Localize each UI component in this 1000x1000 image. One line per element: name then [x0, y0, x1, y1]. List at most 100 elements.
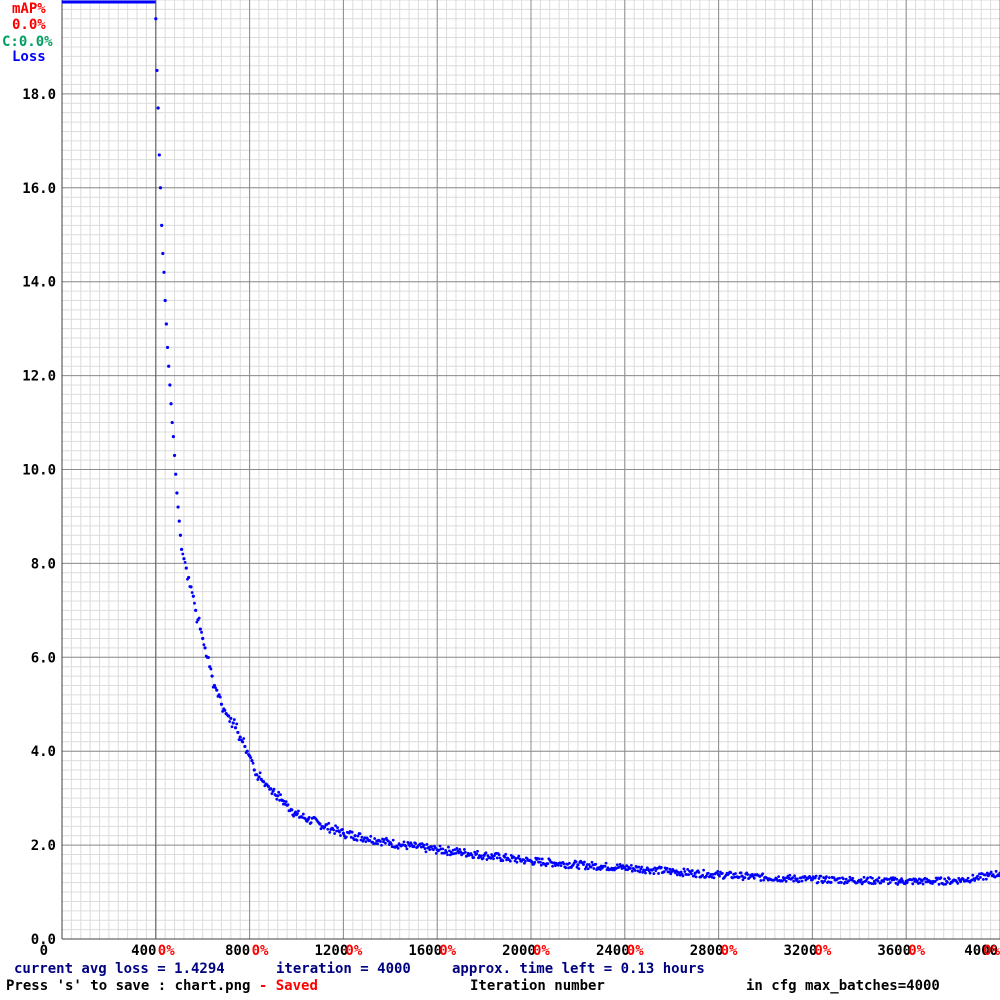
loss-point [637, 865, 641, 869]
loss-point [240, 740, 245, 744]
loss-point [920, 879, 924, 883]
loss-point [564, 866, 568, 870]
loss-point [229, 716, 233, 720]
loss-point [606, 866, 610, 870]
loss-point [862, 875, 866, 879]
loss-point [629, 866, 632, 870]
loss-point [827, 876, 831, 879]
y-tick-label: 16.0 [22, 181, 56, 197]
loss-point [323, 825, 327, 829]
loss-point [515, 860, 519, 864]
loss-point [989, 870, 993, 874]
loss-point [508, 859, 512, 863]
x-tick-labels: 0 400 800 1200 1600 2000 2400 2800 3200 3600 4000 [40, 943, 998, 959]
loss-point [433, 846, 437, 850]
loss-point [984, 877, 988, 881]
loss-point [176, 505, 180, 509]
loss-point [804, 878, 808, 882]
loss-point [447, 845, 450, 849]
loss-point [697, 870, 701, 874]
loss-point [198, 627, 202, 631]
loss-point [739, 871, 743, 875]
map-tick-label: 0% [252, 943, 269, 959]
loss-point [230, 725, 234, 729]
loss-point [652, 872, 656, 875]
axes [61, 0, 1000, 940]
loss-point [156, 106, 160, 110]
loss-point [235, 722, 239, 726]
loss-point [201, 636, 205, 641]
legend-map-title: mAP% [12, 1, 46, 17]
loss-point [518, 857, 522, 861]
save-status: - Saved [250, 978, 318, 994]
map-tick-label: 0% [721, 943, 738, 959]
loss-point [800, 879, 804, 883]
loss-point [262, 780, 266, 784]
save-hint: Press 's' to save : chart.png - Saved [6, 978, 318, 994]
loss-point [629, 864, 633, 867]
loss-point [694, 875, 698, 879]
loss-point [877, 876, 881, 880]
loss-point [163, 298, 167, 303]
loss-point [971, 873, 975, 877]
loss-point [882, 880, 886, 883]
loss-point [272, 787, 276, 791]
loss-point [422, 843, 426, 847]
loss-point [162, 270, 166, 274]
loss-point [816, 880, 820, 884]
loss-point [333, 832, 337, 835]
loss-point [177, 519, 181, 523]
loss-point [937, 882, 941, 886]
map-tick-label: 0% [439, 943, 456, 959]
y-tick-label: 2.0 [31, 838, 56, 854]
loss-point [544, 864, 548, 868]
loss-point [905, 881, 909, 885]
loss-point [187, 575, 191, 580]
loss-point [681, 874, 685, 878]
loss-point [873, 881, 877, 885]
loss-point [851, 876, 855, 880]
loss-point [485, 858, 489, 861]
loss-point [218, 695, 222, 699]
x-tick-label: 2800 [690, 943, 724, 959]
loss-point [497, 853, 501, 857]
loss-point [395, 844, 399, 848]
loss-point [644, 871, 647, 875]
loss-point [334, 824, 337, 828]
loss-point [669, 872, 673, 876]
loss-point [495, 856, 499, 860]
loss-point [701, 873, 705, 877]
loss-point [276, 794, 280, 798]
loss-point [977, 877, 980, 881]
loss-point [486, 854, 490, 857]
loss-point [574, 860, 578, 864]
loss-point [956, 882, 960, 885]
loss-point [338, 830, 341, 834]
loss-point [353, 834, 357, 838]
loss-point [584, 865, 588, 869]
loss-point [301, 812, 305, 816]
x-tick-label: 3200 [784, 943, 818, 959]
status-iteration: iteration = 4000 [276, 961, 411, 977]
y-tick-label: 8.0 [31, 556, 56, 572]
loss-point [232, 718, 236, 721]
loss-point [706, 871, 710, 875]
loss-point [207, 656, 210, 659]
x-tick-label: 400 [131, 943, 156, 959]
loss-point [214, 686, 217, 690]
loss-point [858, 880, 862, 884]
loss-point [918, 881, 922, 885]
loss-point [540, 857, 544, 861]
loss-point [939, 876, 943, 880]
loss-point [358, 832, 362, 836]
loss-point [556, 863, 560, 867]
loss-point [463, 848, 466, 851]
loss-point [250, 758, 254, 763]
loss-point [191, 594, 195, 598]
legend-count-value: C:0.0% [2, 34, 53, 50]
loss-point [432, 848, 435, 852]
x-tick-label: 0 [40, 943, 48, 959]
loss-point [997, 874, 1000, 878]
loss-point [379, 840, 382, 843]
